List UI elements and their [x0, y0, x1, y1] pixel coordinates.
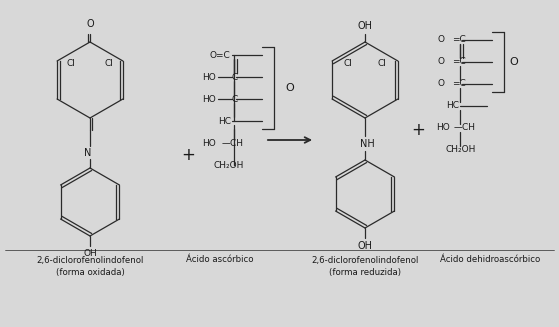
Text: =C: =C	[452, 58, 466, 66]
Text: OH: OH	[83, 250, 97, 259]
Text: —CH: —CH	[454, 124, 476, 132]
Text: (forma reduzida): (forma reduzida)	[329, 268, 401, 278]
Text: 2,6-diclorofenolindofenol: 2,6-diclorofenolindofenol	[311, 255, 419, 265]
Text: O: O	[510, 57, 518, 67]
Text: N: N	[84, 148, 92, 158]
Text: (forma oxidada): (forma oxidada)	[56, 268, 124, 278]
Text: +: +	[181, 146, 195, 164]
Text: HO: HO	[202, 139, 216, 147]
Text: HO: HO	[202, 73, 216, 81]
Text: CH₂OH: CH₂OH	[446, 146, 476, 154]
Text: =C: =C	[452, 36, 466, 44]
Text: C: C	[232, 95, 238, 104]
Text: HO: HO	[202, 95, 216, 104]
Text: OH: OH	[358, 241, 372, 251]
Text: Cl: Cl	[344, 59, 353, 67]
Text: O: O	[438, 79, 445, 89]
Text: 2,6-diclorofenolindofenol: 2,6-diclorofenolindofenol	[36, 255, 144, 265]
Text: Cl: Cl	[377, 59, 386, 67]
Text: Cl: Cl	[67, 60, 75, 68]
Text: O: O	[86, 19, 94, 29]
Text: O: O	[286, 83, 295, 93]
Text: HC: HC	[218, 116, 231, 126]
Text: NH: NH	[359, 139, 375, 149]
Text: O: O	[438, 58, 445, 66]
Text: CH₂OH: CH₂OH	[214, 161, 244, 169]
Text: =C: =C	[452, 79, 466, 89]
Text: OH: OH	[358, 21, 372, 31]
Text: HC: HC	[446, 101, 459, 111]
Text: +: +	[411, 121, 425, 139]
Text: —CH: —CH	[222, 139, 244, 147]
Text: Cl: Cl	[105, 60, 113, 68]
Text: C: C	[232, 73, 238, 81]
Text: O=C: O=C	[210, 50, 231, 60]
Text: Ácido dehidroascórbico: Ácido dehidroascórbico	[440, 255, 540, 265]
Text: Ácido ascórbico: Ácido ascórbico	[186, 255, 254, 265]
Text: HO: HO	[436, 124, 450, 132]
Text: O: O	[438, 36, 445, 44]
